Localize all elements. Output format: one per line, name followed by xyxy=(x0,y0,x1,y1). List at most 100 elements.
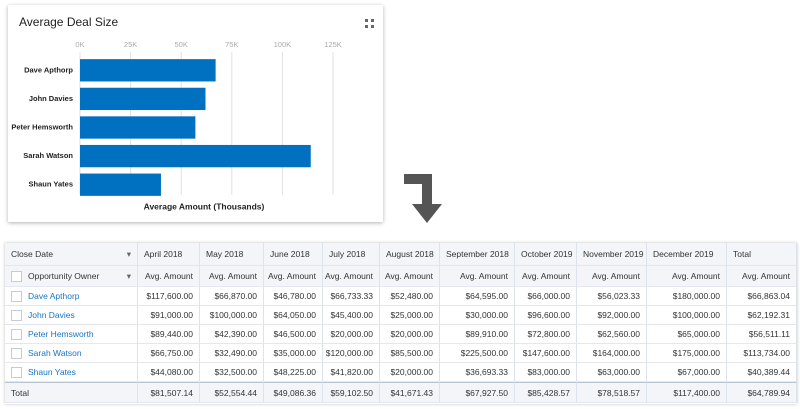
total-cell: $41,671.43 xyxy=(380,382,440,403)
checkbox[interactable] xyxy=(11,270,22,282)
bar xyxy=(80,87,206,111)
checkbox[interactable] xyxy=(11,347,22,359)
column-header-text: August 2018 xyxy=(386,249,434,259)
sub-header[interactable]: Opportunity Owner ▾ xyxy=(5,266,138,287)
table-cell-text: $64,595.00 xyxy=(465,291,508,301)
owner-link[interactable]: Shaun Yates xyxy=(5,363,138,382)
sub-header-text: Avg. Amount xyxy=(384,271,433,281)
sub-header-text[interactable]: Opportunity Owner xyxy=(28,271,100,281)
owner-link-text[interactable]: John Davies xyxy=(28,310,75,320)
table-cell: $96,600.00 xyxy=(515,306,577,325)
table-cell: $100,000.00 xyxy=(200,306,264,325)
column-header: August 2018 xyxy=(380,243,440,266)
table-cell: $25,000.00 xyxy=(380,306,440,325)
total-cell-text: $117,400.00 xyxy=(673,387,720,398)
table-cell: $89,910.00 xyxy=(440,325,515,344)
checkbox[interactable] xyxy=(11,366,22,378)
table-cell-text: $100,000.00 xyxy=(209,310,257,320)
table-cell-text: $175,000.00 xyxy=(672,348,720,358)
table-cell: $20,000.00 xyxy=(323,325,380,344)
data-table: Close Date ▾ April 2018 May 2018 June 2018 Ju… xyxy=(5,243,797,404)
table-cell: $66,870.00 xyxy=(200,287,264,306)
table-cell-text: $66,863.04 xyxy=(747,291,790,301)
sub-header-text: Avg. Amount xyxy=(459,271,508,281)
chart-title: Average Deal Size xyxy=(19,15,118,29)
table-cell-text: $91,000.00 xyxy=(150,310,193,320)
table-cell: $67,000.00 xyxy=(647,363,727,382)
arrow-icon xyxy=(404,174,442,223)
owner-link[interactable]: Sarah Watson xyxy=(5,344,138,363)
sub-header-text: Avg. Amount xyxy=(591,271,640,281)
column-header-text[interactable]: Close Date xyxy=(11,249,54,259)
table-cell-text: $56,511.11 xyxy=(748,329,790,339)
dropdown-icon[interactable]: ▾ xyxy=(126,270,131,281)
total-cell-text: $49,086.36 xyxy=(273,387,316,398)
owner-link-text[interactable]: Sarah Watson xyxy=(28,348,82,358)
owner-link[interactable]: Peter Hemsworth xyxy=(5,325,138,344)
sub-header: Avg. Amount xyxy=(440,266,515,287)
owner-link-text[interactable]: Peter Hemsworth xyxy=(28,329,94,339)
y-tick-label: Peter Hemsworth xyxy=(11,122,73,131)
checkbox[interactable] xyxy=(11,309,22,321)
table-cell-text: $35,000.00 xyxy=(273,348,316,358)
sub-header: Avg. Amount xyxy=(515,266,577,287)
x-tick-label: 125K xyxy=(324,40,342,49)
column-header: July 2018 xyxy=(323,243,380,266)
table-cell-text: $67,000.00 xyxy=(677,367,720,377)
table-cell-text: $44,080.00 xyxy=(150,367,193,377)
sub-header: Avg. Amount xyxy=(380,266,440,287)
y-tick-label: Shaun Yates xyxy=(29,180,73,189)
sub-header-text: Avg. Amount xyxy=(521,271,570,281)
total-cell-text: $85,428.57 xyxy=(527,387,570,398)
bar xyxy=(80,144,311,168)
table-cell-text: $45,400.00 xyxy=(330,310,373,320)
table-cell: $56,023.33 xyxy=(577,287,647,306)
table-cell-text: $66,000.00 xyxy=(527,291,570,301)
table-cell: $46,780.00 xyxy=(264,287,323,306)
expand-icon[interactable] xyxy=(365,19,374,28)
column-header[interactable]: Close Date ▾ xyxy=(5,243,138,266)
checkbox[interactable] xyxy=(11,328,22,340)
total-cell-text: $64,789.94 xyxy=(747,387,790,398)
table-cell-text: $66,870.00 xyxy=(214,291,257,301)
sub-header: Avg. Amount xyxy=(200,266,264,287)
table-cell: $175,000.00 xyxy=(647,344,727,363)
sub-header-text: Avg. Amount xyxy=(267,271,316,281)
table-cell: $62,192.31 xyxy=(727,306,797,325)
sub-header: Avg. Amount xyxy=(138,266,200,287)
sub-header-text: Avg. Amount xyxy=(144,271,193,281)
table-cell-text: $52,480.00 xyxy=(390,291,433,301)
table-cell: $85,500.00 xyxy=(380,344,440,363)
dropdown-icon[interactable]: ▾ xyxy=(126,248,131,259)
column-header: November 2019 xyxy=(577,243,647,266)
total-cell-text: $41,671.43 xyxy=(390,387,433,398)
total-cell: $52,554.44 xyxy=(200,382,264,403)
table-cell: $20,000.00 xyxy=(380,325,440,344)
table-cell-text: $48,225.00 xyxy=(273,367,316,377)
column-header-text: June 2018 xyxy=(270,249,310,259)
sub-header-text: Avg. Amount xyxy=(671,271,720,281)
table-cell-text: $40,389.44 xyxy=(747,367,790,377)
y-tick-label: John Davies xyxy=(29,94,73,103)
table-cell: $35,000.00 xyxy=(264,344,323,363)
column-header: September 2018 xyxy=(440,243,515,266)
table-cell: $36,693.33 xyxy=(440,363,515,382)
sub-header: Avg. Amount xyxy=(577,266,647,287)
owner-link[interactable]: Dave Apthorp xyxy=(5,287,138,306)
table-cell-text: $32,500.00 xyxy=(214,367,257,377)
total-cell-text: $78,518.57 xyxy=(597,387,640,398)
table-cell: $120,000.00 xyxy=(323,344,380,363)
x-tick-label: 50K xyxy=(175,40,188,49)
owner-link-text[interactable]: Dave Apthorp xyxy=(28,291,80,301)
owner-link-text[interactable]: Shaun Yates xyxy=(28,367,76,377)
table-cell: $164,000.00 xyxy=(577,344,647,363)
owner-link[interactable]: John Davies xyxy=(5,306,138,325)
table-cell: $40,389.44 xyxy=(727,363,797,382)
table-cell: $66,000.00 xyxy=(515,287,577,306)
table-cell-text: $120,000.00 xyxy=(325,348,373,358)
checkbox[interactable] xyxy=(11,290,22,302)
sub-header-text: Avg. Amount xyxy=(324,271,373,281)
table-cell-text: $30,000.00 xyxy=(465,310,508,320)
table-cell: $62,560.00 xyxy=(577,325,647,344)
table-cell-text: $62,192.31 xyxy=(747,310,790,320)
